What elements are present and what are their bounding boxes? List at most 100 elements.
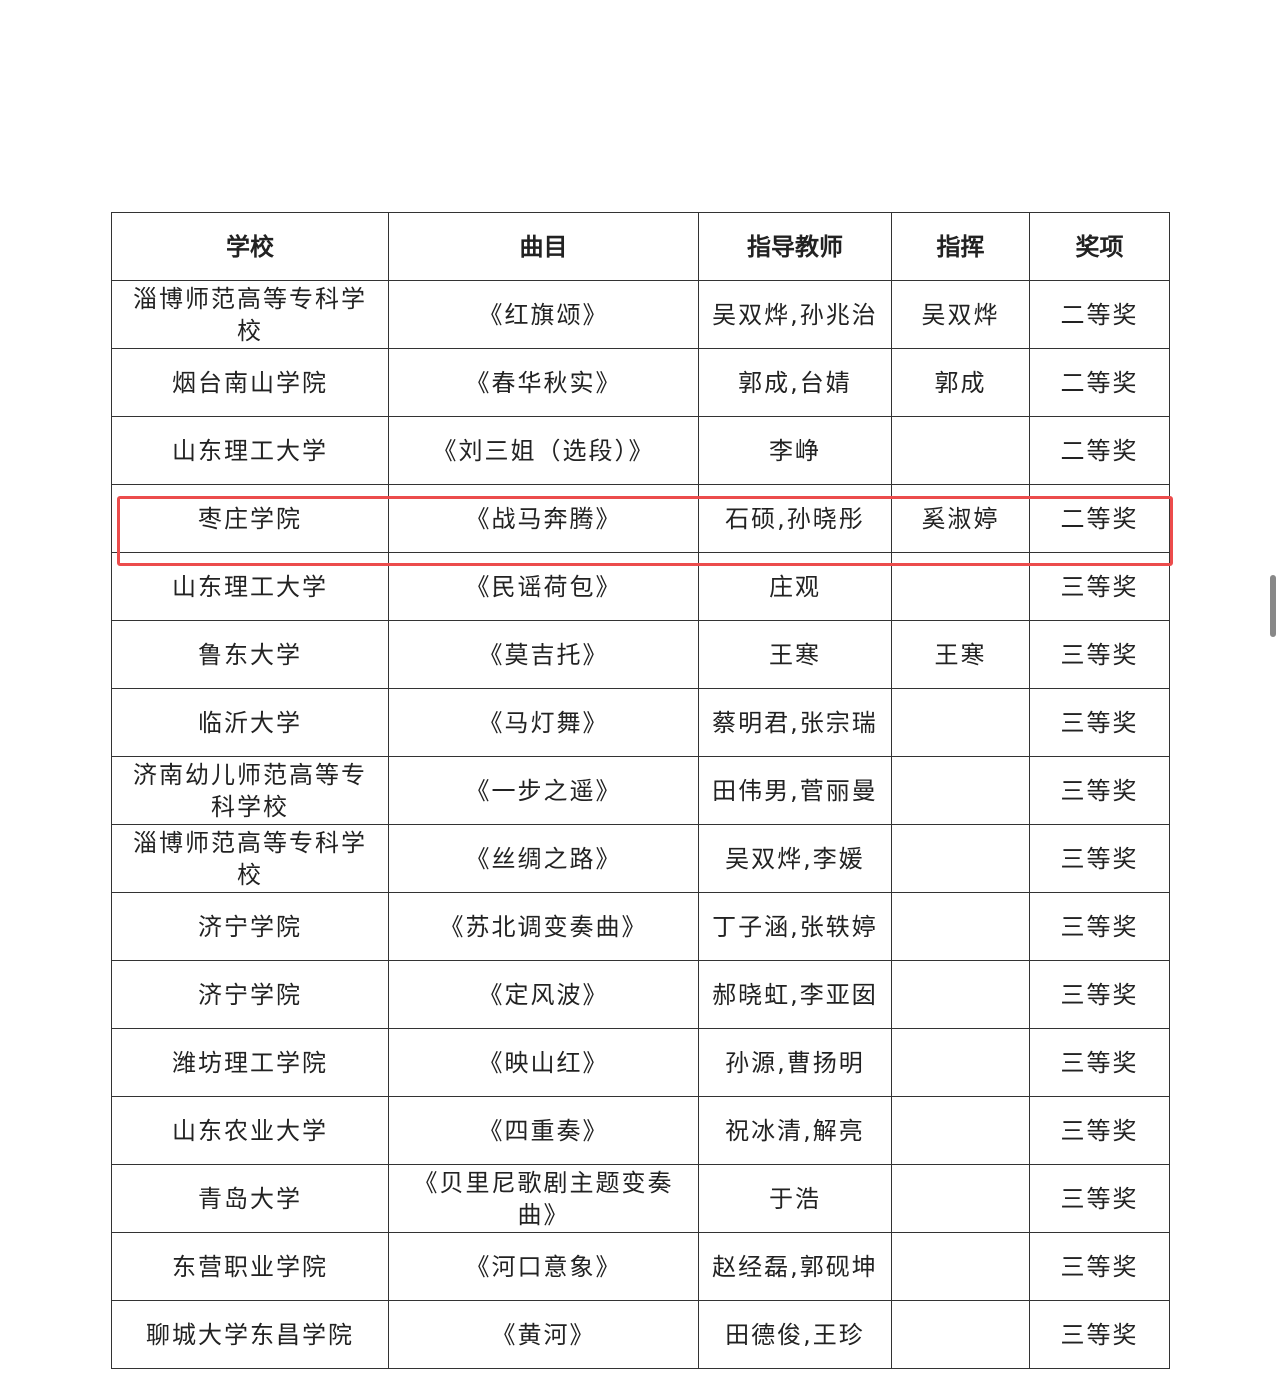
table-cell: 吴双烨,李媛 [698,824,892,893]
table-row: 山东理工大学 《刘三姐（选段）》 李峥 二等奖 [111,416,1170,485]
table-row: 聊城大学东昌学院 《黄河》 田德俊,王珍 三等奖 [111,1300,1170,1369]
table-cell: 《黄河》 [388,1300,699,1369]
table-cell: 《春华秋实》 [388,348,699,417]
table-body: 淄博师范高等专科学校 《红旗颂》 吴双烨,孙兆治 吴双烨 二等奖 烟台南山学院 《春华秋实》… [111,280,1170,1369]
table-cell: 淄博师范高等专科学校 [111,280,389,349]
empty-cell [891,1096,1030,1165]
table-row: 山东农业大学 《四重奏》 祝冰清,解亮 三等奖 [111,1096,1170,1165]
table-cell: 蔡明君,张宗瑞 [698,688,892,757]
table-row: 东营职业学院 《河口意象》 赵经磊,郭砚坤 三等奖 [111,1232,1170,1301]
table-cell: 三等奖 [1029,1232,1170,1301]
table-row: 鲁东大学 《莫吉托》 王寒 王寒 三等奖 [111,620,1170,689]
table-row: 淄博师范高等专科学校 《红旗颂》 吴双烨,孙兆治 吴双烨 二等奖 [111,280,1170,349]
table-cell: 济宁学院 [111,960,389,1029]
table-cell: 《刘三姐（选段）》 [388,416,699,485]
table-cell: 《一步之遥》 [388,756,699,825]
table-row: 山东理工大学 《民谣荷包》 庄观 三等奖 [111,552,1170,621]
table-cell: 《定风波》 [388,960,699,1029]
table-cell: 东营职业学院 [111,1232,389,1301]
empty-cell [891,688,1030,757]
table-row: 临沂大学 《马灯舞》 蔡明君,张宗瑞 三等奖 [111,688,1170,757]
table-cell: 《贝里尼歌剧主题变奏曲》 [388,1164,699,1233]
table-cell: 《丝绸之路》 [388,824,699,893]
table-row: 济南幼儿师范高等专科学校 《一步之遥》 田伟男,菅丽曼 三等奖 [111,756,1170,825]
table-cell: 山东理工大学 [111,552,389,621]
table-cell: 三等奖 [1029,1096,1170,1165]
empty-cell [891,1028,1030,1097]
empty-cell [891,416,1030,485]
table-row: 青岛大学 《贝里尼歌剧主题变奏曲》 于浩 三等奖 [111,1164,1170,1233]
table-cell: 郭成,台婧 [698,348,892,417]
table-cell: 三等奖 [1029,620,1170,689]
table-cell: 于浩 [698,1164,892,1233]
empty-cell [891,1232,1030,1301]
scrollbar[interactable] [1270,575,1276,637]
empty-cell [891,552,1030,621]
table-row: 潍坊理工学院 《映山红》 孙源,曹扬明 三等奖 [111,1028,1170,1097]
table-cell: 二等奖 [1029,484,1170,553]
table-cell: 临沂大学 [111,688,389,757]
table-cell: 《马灯舞》 [388,688,699,757]
empty-cell [891,1164,1030,1233]
table-cell: 《战马奔腾》 [388,484,699,553]
table-cell: 《民谣荷包》 [388,552,699,621]
table-cell: 潍坊理工学院 [111,1028,389,1097]
table-cell: 祝冰清,解亮 [698,1096,892,1165]
table-cell: 王寒 [698,620,892,689]
table-cell: 三等奖 [1029,824,1170,893]
table-cell: 枣庄学院 [111,484,389,553]
table-row: 烟台南山学院 《春华秋实》 郭成,台婧 郭成 二等奖 [111,348,1170,417]
table-cell: 山东理工大学 [111,416,389,485]
table-row: 淄博师范高等专科学校 《丝绸之路》 吴双烨,李媛 三等奖 [111,824,1170,893]
table-cell: 三等奖 [1029,756,1170,825]
empty-cell [891,892,1030,961]
table-cell: 三等奖 [1029,892,1170,961]
empty-cell [891,824,1030,893]
table-cell: 三等奖 [1029,1164,1170,1233]
table-cell: 田德俊,王珍 [698,1300,892,1369]
table-cell: 赵经磊,郭砚坤 [698,1232,892,1301]
table-cell: 奚淑婷 [891,484,1030,553]
table-row: 枣庄学院 《战马奔腾》 石硕,孙晓彤 奚淑婷 二等奖 [111,484,1170,553]
table-cell: 三等奖 [1029,552,1170,621]
table-cell: 山东农业大学 [111,1096,389,1165]
table-cell: 聊城大学东昌学院 [111,1300,389,1369]
empty-cell [891,960,1030,1029]
award-table: 学校 曲目 指导教师 指挥 奖项 淄博师范高等专科学校 《红旗颂》 吴双烨,孙兆治 吴双烨 二等… [111,212,1170,1369]
table-cell: 三等奖 [1029,688,1170,757]
header-cell: 奖项 [1029,212,1170,281]
table-cell: 吴双烨,孙兆治 [698,280,892,349]
table-cell: 《四重奏》 [388,1096,699,1165]
table-cell: 《苏北调变奏曲》 [388,892,699,961]
table-cell: 李峥 [698,416,892,485]
table-cell: 庄观 [698,552,892,621]
empty-cell [891,756,1030,825]
header-cell: 指挥 [891,212,1030,281]
header-cell: 曲目 [388,212,699,281]
table-cell: 《红旗颂》 [388,280,699,349]
table-cell: 孙源,曹扬明 [698,1028,892,1097]
table-cell: 淄博师范高等专科学校 [111,824,389,893]
header-row: 学校 曲目 指导教师 指挥 奖项 [111,212,1170,281]
table-cell: 烟台南山学院 [111,348,389,417]
table-cell: 《莫吉托》 [388,620,699,689]
table-cell: 石硕,孙晓彤 [698,484,892,553]
table-row: 济宁学院 《苏北调变奏曲》 丁子涵,张轶婷 三等奖 [111,892,1170,961]
table-cell: 《映山红》 [388,1028,699,1097]
table-cell: 二等奖 [1029,416,1170,485]
table-row: 济宁学院 《定风波》 郝晓虹,李亚囡 三等奖 [111,960,1170,1029]
table-cell: 济南幼儿师范高等专科学校 [111,756,389,825]
header-cell: 指导教师 [698,212,892,281]
table-cell: 田伟男,菅丽曼 [698,756,892,825]
table-cell: 《河口意象》 [388,1232,699,1301]
table-cell: 济宁学院 [111,892,389,961]
table-cell: 鲁东大学 [111,620,389,689]
table-cell: 三等奖 [1029,1028,1170,1097]
table-cell: 王寒 [891,620,1030,689]
header-cell: 学校 [111,212,389,281]
table-cell: 三等奖 [1029,1300,1170,1369]
table-cell: 丁子涵,张轶婷 [698,892,892,961]
table-cell: 二等奖 [1029,280,1170,349]
table-cell: 郝晓虹,李亚囡 [698,960,892,1029]
